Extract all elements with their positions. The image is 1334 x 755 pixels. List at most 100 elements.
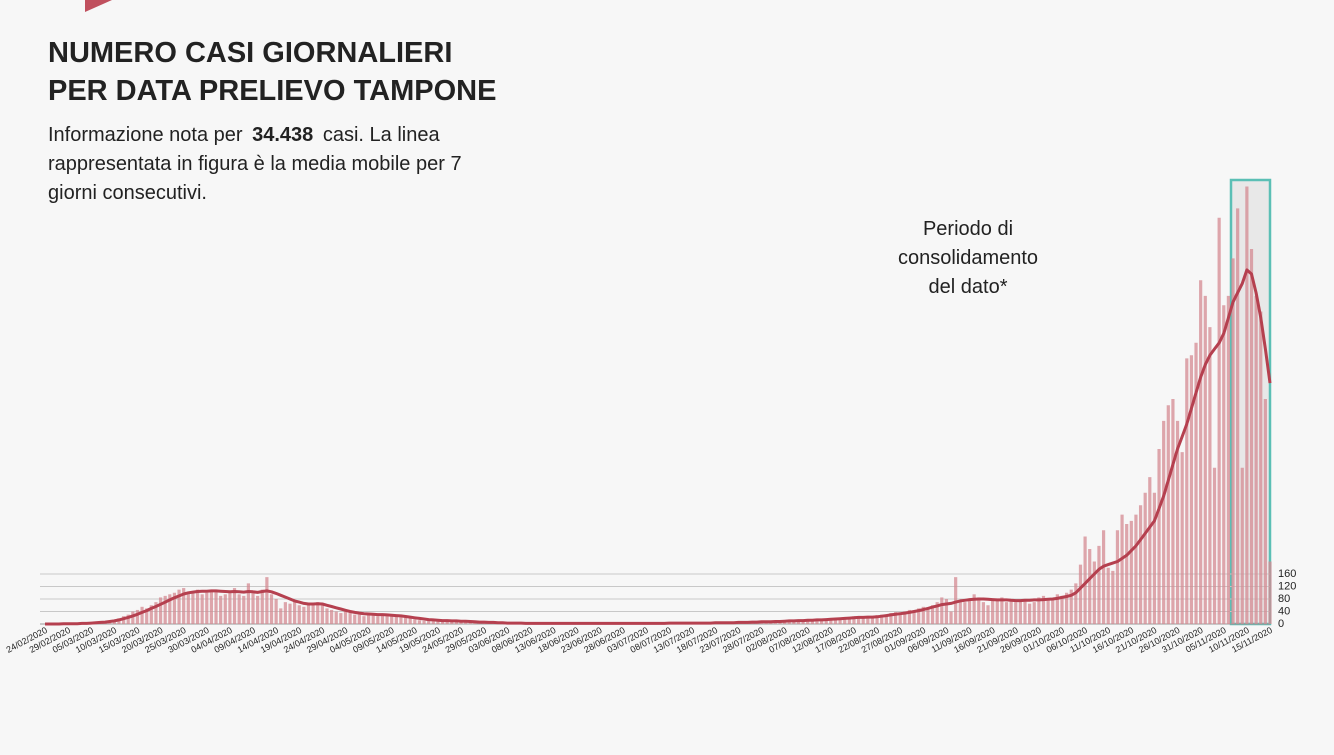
- bar: [940, 597, 944, 624]
- bar: [413, 619, 417, 624]
- bar: [981, 602, 985, 624]
- bar: [1143, 492, 1147, 624]
- bar: [991, 600, 995, 624]
- bar: [140, 606, 144, 624]
- bar: [843, 617, 847, 624]
- subtitle-text: rappresentata in figura è la media mobil…: [48, 153, 462, 175]
- bar: [431, 620, 435, 624]
- bar: [366, 614, 371, 624]
- bar: [242, 595, 246, 624]
- bar: [163, 595, 167, 624]
- bar: [371, 615, 375, 624]
- bar: [306, 603, 311, 624]
- bar: [880, 614, 884, 624]
- bar: [237, 594, 241, 624]
- bar: [1222, 305, 1226, 624]
- subtitle-number: 34.438: [252, 124, 313, 146]
- bar: [260, 589, 264, 624]
- bar: [209, 589, 214, 624]
- bar: [348, 613, 352, 624]
- bar: [977, 597, 981, 624]
- bar: [1097, 545, 1101, 624]
- bar: [944, 599, 949, 624]
- bar: [445, 620, 449, 624]
- bar: [427, 620, 431, 624]
- bar: [191, 591, 195, 624]
- bar: [385, 615, 389, 624]
- bar: [265, 577, 269, 624]
- bar: [1111, 570, 1115, 624]
- bar: [1032, 602, 1036, 624]
- bar: [1259, 311, 1263, 624]
- bar: [847, 618, 851, 624]
- bar: [200, 594, 204, 624]
- bar: [219, 595, 223, 624]
- bar: [325, 608, 329, 624]
- bar: [320, 605, 324, 624]
- bar: [833, 619, 838, 624]
- bar: [972, 594, 976, 624]
- bar: [1074, 583, 1078, 624]
- bar: [330, 609, 334, 624]
- bar: [297, 605, 301, 624]
- bar: [1189, 355, 1194, 624]
- bar: [1078, 564, 1083, 624]
- bar: [454, 621, 459, 624]
- bar: [357, 614, 361, 624]
- y-tick-label: 0: [1278, 618, 1284, 630]
- bar: [283, 602, 287, 624]
- bar: [1101, 530, 1106, 624]
- bar: [1060, 595, 1064, 624]
- bar: [796, 620, 801, 624]
- bar: [1046, 600, 1050, 624]
- bar: [1240, 467, 1244, 624]
- bar: [1051, 599, 1055, 624]
- title-line: NUMERO CASI GIORNALIERI: [48, 37, 452, 69]
- bar: [907, 609, 912, 624]
- bar: [302, 606, 306, 624]
- bar: [866, 616, 870, 624]
- bar: [893, 612, 898, 624]
- bar: [870, 617, 875, 624]
- annotation: del dato*: [929, 276, 1008, 298]
- bar: [274, 599, 278, 624]
- bar: [958, 600, 962, 624]
- bar: [1226, 295, 1230, 624]
- bar: [168, 594, 172, 624]
- bar: [889, 613, 893, 624]
- bar: [380, 614, 385, 624]
- subtitle-text: giorni consecutivi.: [48, 182, 207, 204]
- y-tick-label: 120: [1278, 580, 1296, 592]
- bar: [1217, 217, 1221, 624]
- bar: [1138, 505, 1143, 624]
- bar: [1018, 600, 1022, 624]
- bar: [172, 592, 177, 624]
- bar: [288, 603, 292, 624]
- bar: [806, 619, 810, 624]
- bar: [815, 620, 819, 624]
- bar: [898, 614, 902, 624]
- bar: [182, 588, 186, 624]
- bar: [1249, 249, 1254, 624]
- bar: [1194, 342, 1198, 624]
- bar: [935, 602, 939, 624]
- bar: [1028, 603, 1032, 624]
- y-tick-label: 80: [1278, 593, 1290, 605]
- subtitle-text: casi. La linea: [323, 124, 441, 146]
- subtitle: Informazione nota per 34.438 casi. La li…: [48, 124, 440, 146]
- bar: [195, 589, 200, 624]
- bar: [1004, 602, 1009, 624]
- bar: [1152, 492, 1157, 624]
- title-line: PER DATA PRELIEVO TAMPONE: [48, 75, 496, 107]
- bar: [376, 616, 380, 624]
- bar: [930, 605, 935, 624]
- bar: [339, 613, 343, 624]
- bar: [149, 605, 153, 624]
- corner-mark: [85, 0, 112, 12]
- bar: [131, 611, 135, 624]
- bar: [963, 602, 967, 624]
- bar: [917, 608, 921, 624]
- bar: [1166, 405, 1170, 624]
